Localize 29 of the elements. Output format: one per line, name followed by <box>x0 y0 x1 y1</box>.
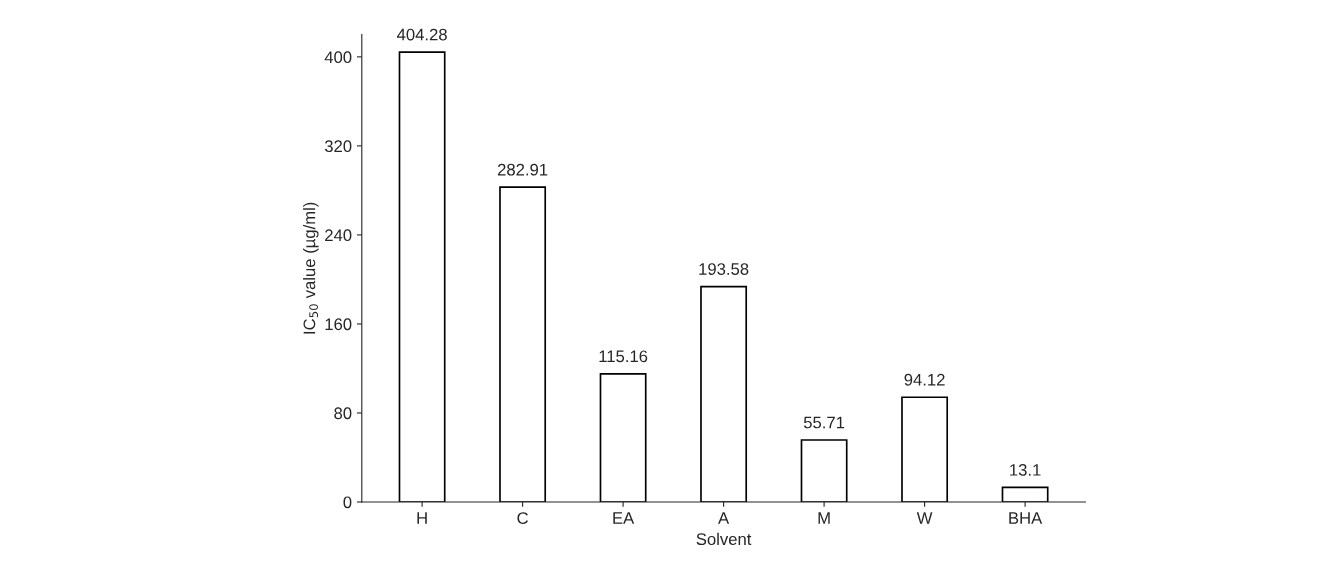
bar <box>700 285 748 502</box>
y-tick-label: 80 <box>334 407 352 420</box>
x-tick-label: W <box>916 512 933 524</box>
data-label: 13.1 <box>1010 463 1041 476</box>
x-tick-label: M <box>818 512 830 524</box>
x-tick-label: EA <box>613 512 635 524</box>
bar <box>901 396 949 502</box>
data-label: 94.12 <box>904 373 945 386</box>
bar <box>800 439 848 502</box>
y-axis-title: IC$_{50}$ value (µg/ml) <box>303 202 319 334</box>
bar <box>499 186 547 502</box>
data-label: 404.28 <box>397 28 447 41</box>
data-label: 282.91 <box>497 163 548 176</box>
x-axis-title: Solvent <box>696 532 752 546</box>
y-tick-label: 0 <box>343 496 352 509</box>
x-tick-label: BHA <box>1009 512 1043 524</box>
x-tick-label: H <box>417 512 427 524</box>
bar <box>398 51 446 502</box>
data-label: 55.71 <box>803 416 845 429</box>
x-tick-label: A <box>718 512 730 524</box>
data-label: 115.16 <box>599 350 648 363</box>
bar <box>599 373 647 502</box>
x-tick-label: C <box>517 512 528 524</box>
y-tick-label: 320 <box>324 140 352 153</box>
bar <box>1001 486 1049 502</box>
y-tick-label: 400 <box>324 51 352 64</box>
data-label: 193.58 <box>699 263 749 275</box>
y-tick-label: 160 <box>325 318 352 331</box>
y-tick-label: 240 <box>325 229 352 242</box>
